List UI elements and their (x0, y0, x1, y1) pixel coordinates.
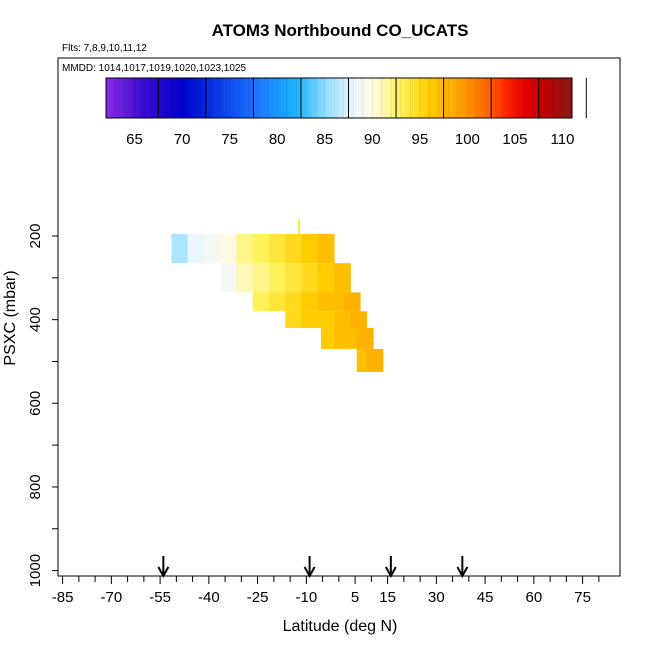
x-tick-label: 5 (351, 589, 359, 606)
colorbar (105, 77, 573, 119)
heatmap-cell (356, 328, 374, 349)
heatmap-cell (252, 292, 270, 312)
x-tick-label: 45 (477, 589, 494, 606)
colorbar-label: 70 (174, 131, 191, 148)
colorbar-label: 65 (126, 131, 143, 148)
colorbar-label: 110 (551, 131, 575, 148)
heatmap-cell (285, 263, 303, 293)
colorbar-label: 105 (502, 131, 527, 148)
heatmap-cell (285, 233, 303, 264)
latitude-arrow (303, 556, 316, 579)
flights-label: Flts: 7,8,9,10,11,12 (62, 43, 147, 54)
heatmap-cell (268, 292, 286, 312)
heatmap-cell (301, 233, 319, 264)
y-tick-label: 600 (27, 391, 44, 416)
x-tick-label: 30 (428, 589, 445, 606)
heatmap-cells (171, 219, 384, 372)
heatmap-cell (301, 263, 319, 293)
y-axis-label: PSXC (mbar) (2, 270, 19, 365)
heatmap-cell (350, 311, 368, 329)
heatmap-cell (301, 292, 319, 312)
y-tick-label: 200 (27, 223, 44, 248)
latitude-arrow (384, 556, 397, 579)
heatmap-cell (285, 311, 303, 329)
heatmap-cell (285, 292, 303, 312)
heatmap-cell (268, 263, 286, 293)
heatmap-cell (187, 233, 205, 264)
x-tick-label: -25 (247, 589, 269, 606)
x-tick-label: 15 (379, 589, 396, 606)
heatmap-cell (220, 263, 238, 293)
x-tick-label: -70 (101, 589, 123, 606)
y-axis: 200 400 600 800 1000 (27, 223, 58, 587)
heatmap-cell (236, 263, 254, 293)
heatmap-cell (171, 233, 189, 264)
heatmap-cell (268, 233, 286, 264)
y-tick-label: 400 (27, 307, 44, 332)
colorbar-label: 95 (411, 131, 428, 148)
colorbar-label: 75 (221, 131, 238, 148)
heatmap-cell (343, 292, 361, 312)
colorbar-label: 85 (316, 131, 333, 148)
heatmap-cell (333, 328, 351, 349)
x-tick-label: -55 (149, 589, 171, 606)
heatmap-cell (317, 292, 335, 312)
heatmap-cell (298, 219, 300, 234)
heatmap-cell (301, 311, 319, 329)
heatmap-cell (317, 233, 335, 264)
x-tick-label: -85 (52, 589, 74, 606)
x-axis: -85 -70 -55 -40 -25 -10 5 15 30 45 60 75 (52, 576, 600, 606)
x-axis-label: Latitude (deg N) (283, 618, 398, 635)
colorbar-label: 90 (364, 131, 381, 148)
heatmap-cell (366, 348, 384, 372)
y-tick-label: 800 (27, 474, 44, 499)
x-tick-label: 60 (526, 589, 543, 606)
x-tick-label: -40 (198, 589, 220, 606)
heatmap-cell (317, 311, 335, 329)
heatmap-cell (220, 233, 238, 264)
heatmap-cell (252, 233, 270, 264)
arrows (157, 556, 469, 579)
heatmap-cell (236, 233, 254, 264)
x-tick-label: -10 (296, 589, 318, 606)
chart-title: ATOM3 Northbound CO_UCATS (212, 21, 469, 40)
latitude-arrow (157, 556, 170, 579)
x-tick-label: 75 (574, 589, 591, 606)
colorbar-label: 80 (269, 131, 286, 148)
heatmap-cell (203, 233, 221, 264)
heatmap-cell (333, 263, 351, 293)
y-tick-label: 1000 (27, 554, 44, 587)
heatmap-cell (317, 263, 335, 293)
dates-label: MMDD: 1014,1017,1019,1020,1023,1025 (62, 63, 246, 74)
colorbar-label: 100 (455, 131, 480, 148)
heatmap-cell (320, 328, 338, 349)
heatmap-cell (252, 263, 270, 293)
latitude-arrow (456, 556, 469, 579)
colorbar-ticks: 65 70 75 80 85 90 95 100 105 110 (105, 78, 587, 148)
